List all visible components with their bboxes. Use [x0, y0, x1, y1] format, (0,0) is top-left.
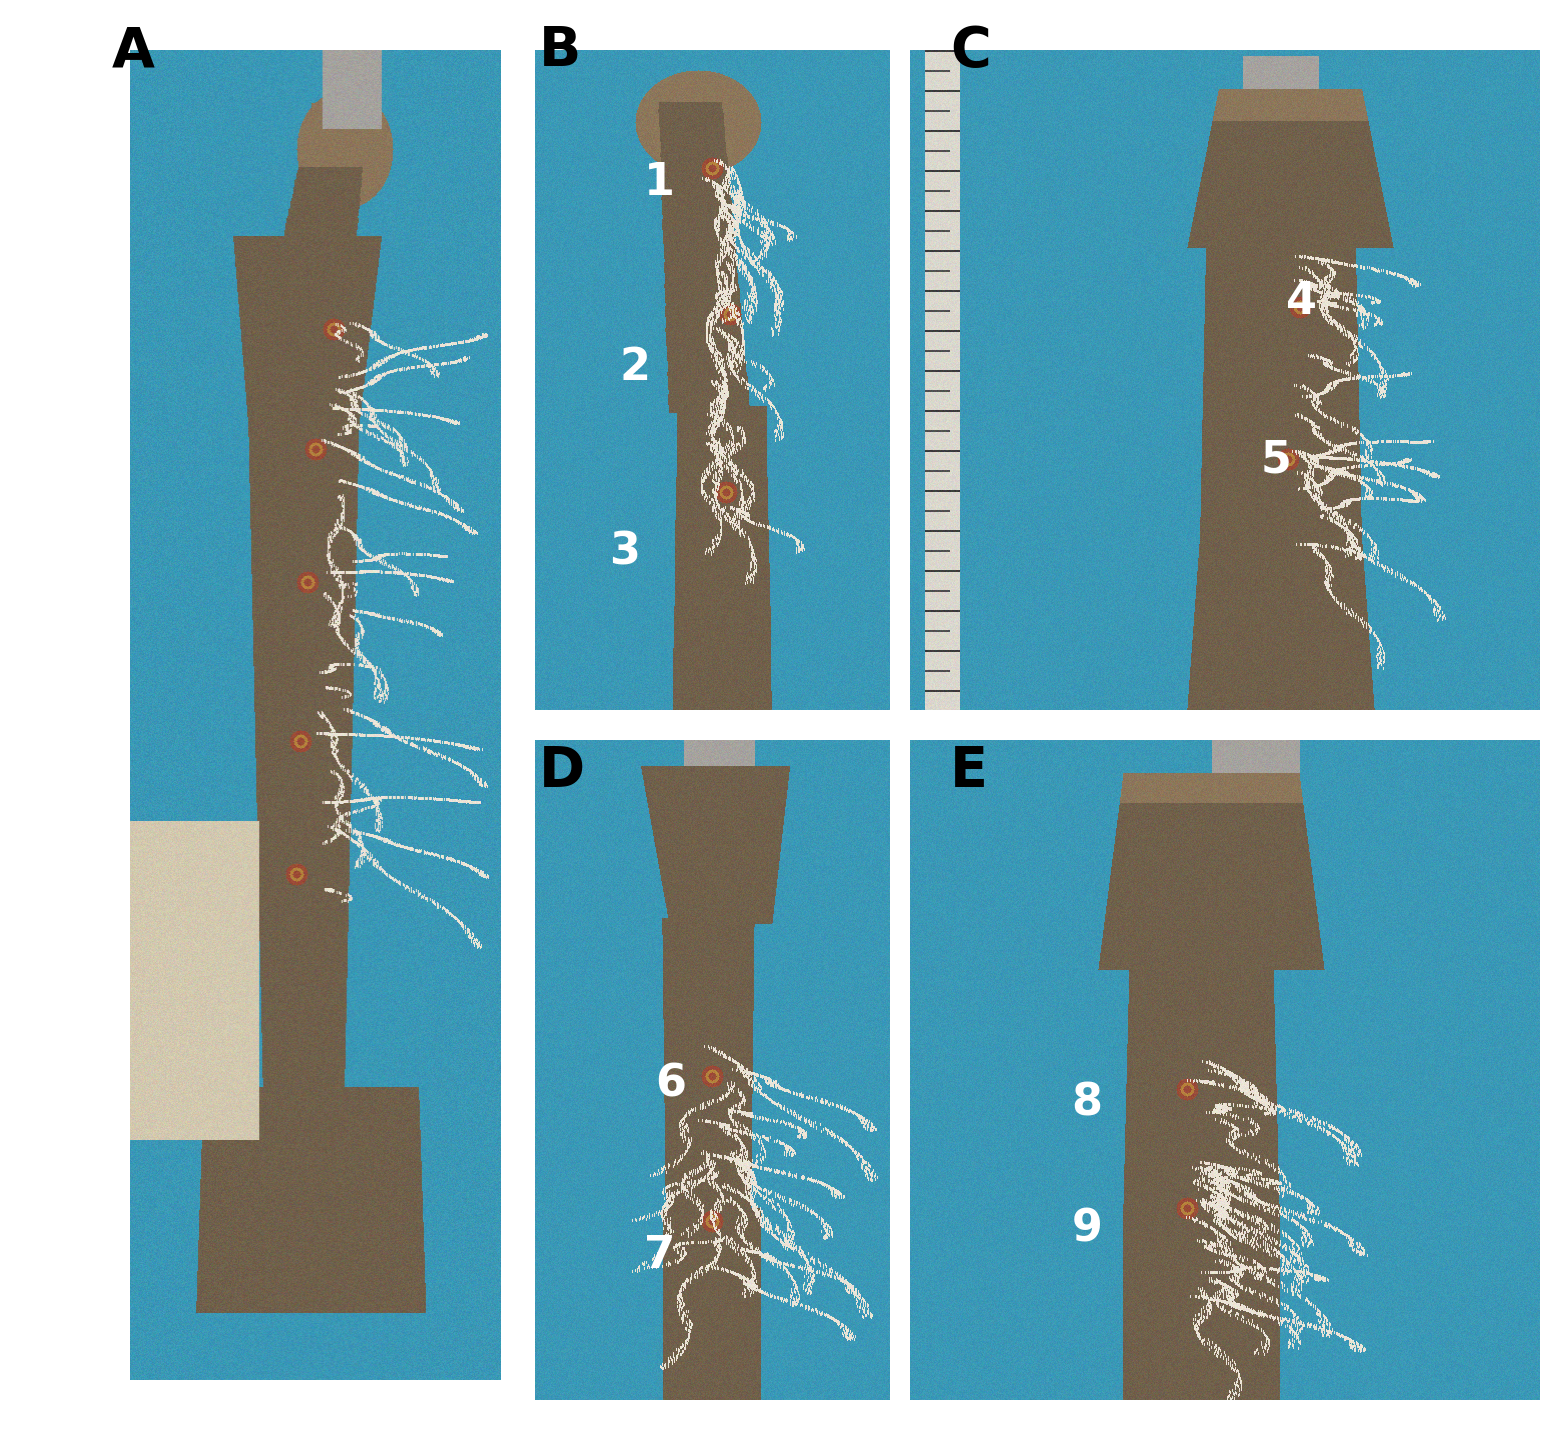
Text: 6: 6 — [655, 1063, 686, 1106]
Text: B: B — [539, 24, 580, 78]
Text: D: D — [539, 744, 585, 798]
Text: 5: 5 — [1260, 438, 1291, 481]
Text: 1: 1 — [644, 161, 675, 204]
Text: 3: 3 — [608, 530, 639, 573]
Text: 8: 8 — [1071, 1081, 1102, 1125]
Text: 9: 9 — [1071, 1207, 1102, 1250]
Text: A: A — [112, 24, 155, 78]
Text: 7: 7 — [644, 1234, 675, 1277]
Text: 2: 2 — [619, 346, 650, 389]
Text: 4: 4 — [1285, 279, 1316, 323]
Text: C: C — [950, 24, 990, 78]
Text: E: E — [950, 744, 987, 798]
